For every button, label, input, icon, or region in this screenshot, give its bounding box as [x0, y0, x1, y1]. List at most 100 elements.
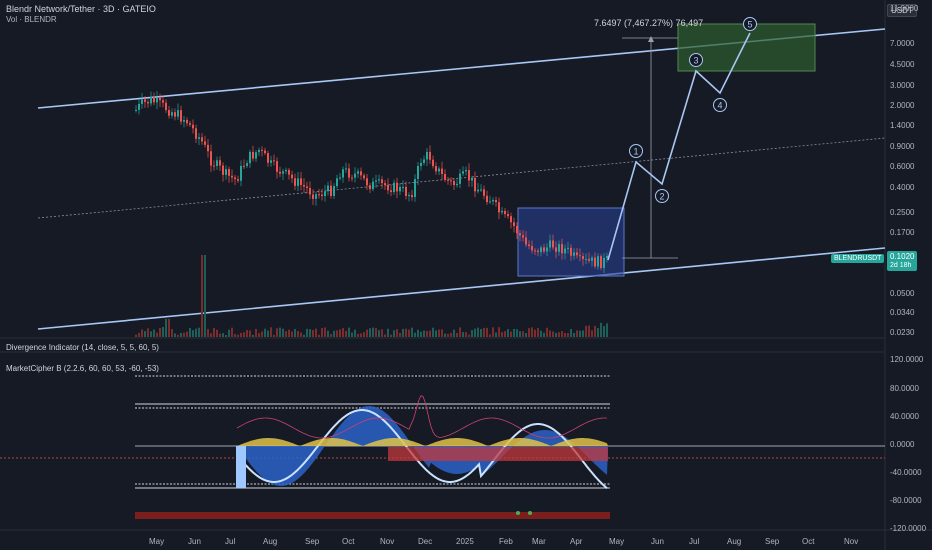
rsi-line	[236, 395, 608, 439]
candle-body	[231, 175, 233, 178]
candle-body	[189, 123, 191, 125]
wave-label-circle	[655, 189, 669, 203]
candle-body	[591, 257, 593, 261]
volume-bar	[207, 329, 209, 337]
volume-bar	[363, 332, 365, 337]
wave-label-circle	[743, 17, 757, 31]
candle-body	[300, 178, 302, 185]
money-flow-bar	[135, 512, 610, 519]
wave-label-circle	[713, 98, 727, 112]
candle-body	[321, 194, 323, 197]
candle-body	[474, 177, 476, 192]
candle-body	[498, 202, 500, 213]
volume-bar	[234, 334, 236, 337]
volume-bar	[330, 333, 332, 337]
volume-bar	[294, 328, 296, 337]
time-tick-label: Dec	[418, 537, 433, 546]
volume-bar	[525, 333, 527, 337]
volume-bar	[597, 328, 599, 337]
candle-body	[447, 179, 449, 181]
time-tick-label: Aug	[727, 537, 742, 546]
candle-body	[507, 214, 509, 217]
candle-body	[162, 100, 164, 103]
candle-body	[249, 151, 251, 164]
marketcipher-label[interactable]: MarketCipher B (2.2.6, 60, 60, 53, -60, …	[6, 364, 159, 373]
currency-button[interactable]: USDT	[887, 4, 917, 17]
candle-body	[183, 120, 185, 122]
candle-body	[285, 169, 287, 172]
candle-body	[291, 174, 293, 179]
candle-body	[429, 151, 431, 160]
price-tick-label: 0.6000	[890, 162, 915, 171]
wave-projection-path[interactable]	[607, 32, 751, 261]
volume-bar	[285, 331, 287, 337]
volume-bar	[261, 331, 263, 337]
candle-body	[198, 137, 200, 139]
volume-bar	[417, 329, 419, 337]
volume-bar	[480, 329, 482, 337]
candle-body	[252, 151, 254, 159]
candle-body	[150, 96, 152, 104]
volume-bar	[483, 327, 485, 337]
candle-body	[405, 186, 407, 196]
candle-body	[315, 194, 317, 199]
wave-label-circle	[689, 53, 703, 67]
volume-bar	[345, 330, 347, 337]
candle-body	[246, 163, 248, 166]
wave-label: 5	[747, 20, 752, 30]
candle-body	[216, 160, 218, 166]
volume-bar	[150, 331, 152, 337]
accumulation-box[interactable]	[517, 207, 625, 277]
volume-bar	[429, 330, 431, 337]
volume-bar	[579, 330, 581, 337]
volume-bar	[147, 328, 149, 337]
divergence-indicator-label[interactable]: Divergence Indicator (14, close, 5, 5, 6…	[6, 343, 159, 352]
candle-body	[147, 101, 149, 104]
candle-body	[522, 235, 524, 238]
candle-body	[351, 177, 353, 179]
volume-bar	[321, 327, 323, 337]
volume-bar	[276, 328, 278, 337]
wave-label-circle	[629, 144, 643, 158]
candle-body	[444, 173, 446, 180]
price-tick-label: 0.0230	[890, 328, 915, 337]
lower-channel-line[interactable]	[37, 247, 886, 330]
candle-body	[387, 184, 389, 191]
osc-tick-label: 120.0000	[890, 355, 924, 364]
candle-body	[546, 247, 548, 252]
candle-body	[384, 183, 386, 185]
time-tick-label: Aug	[263, 537, 278, 546]
candle-body	[303, 184, 305, 187]
volume-bar	[522, 331, 524, 337]
volume-bar	[459, 327, 461, 337]
time-tick-label: Oct	[342, 537, 355, 546]
wave-label: 2	[659, 192, 664, 202]
candle-body	[171, 112, 173, 116]
volume-bar	[438, 329, 440, 337]
candle-body	[204, 141, 206, 145]
volume-bar	[351, 332, 353, 337]
mid-channel-line[interactable]	[37, 137, 886, 219]
wave-label: 4	[717, 101, 722, 111]
vwap-red-area	[388, 447, 608, 461]
candle-body	[459, 173, 461, 184]
candle-body	[333, 186, 335, 196]
time-tick-label: May	[609, 537, 625, 546]
volume-bar	[327, 330, 329, 337]
candle-body	[582, 256, 584, 259]
candle-body	[297, 178, 299, 186]
volume-bar	[555, 332, 557, 337]
candle-body	[399, 186, 401, 192]
volume-bar	[594, 325, 596, 337]
volume-bar	[243, 332, 245, 337]
candle-body	[600, 256, 602, 268]
volume-bar	[444, 333, 446, 337]
volume-bar	[498, 327, 500, 337]
volume-bar	[549, 330, 551, 337]
candle-body	[294, 178, 296, 186]
candle-body	[168, 110, 170, 116]
volume-bar	[468, 334, 470, 337]
candle-body	[159, 97, 161, 101]
candle-body	[255, 152, 257, 159]
